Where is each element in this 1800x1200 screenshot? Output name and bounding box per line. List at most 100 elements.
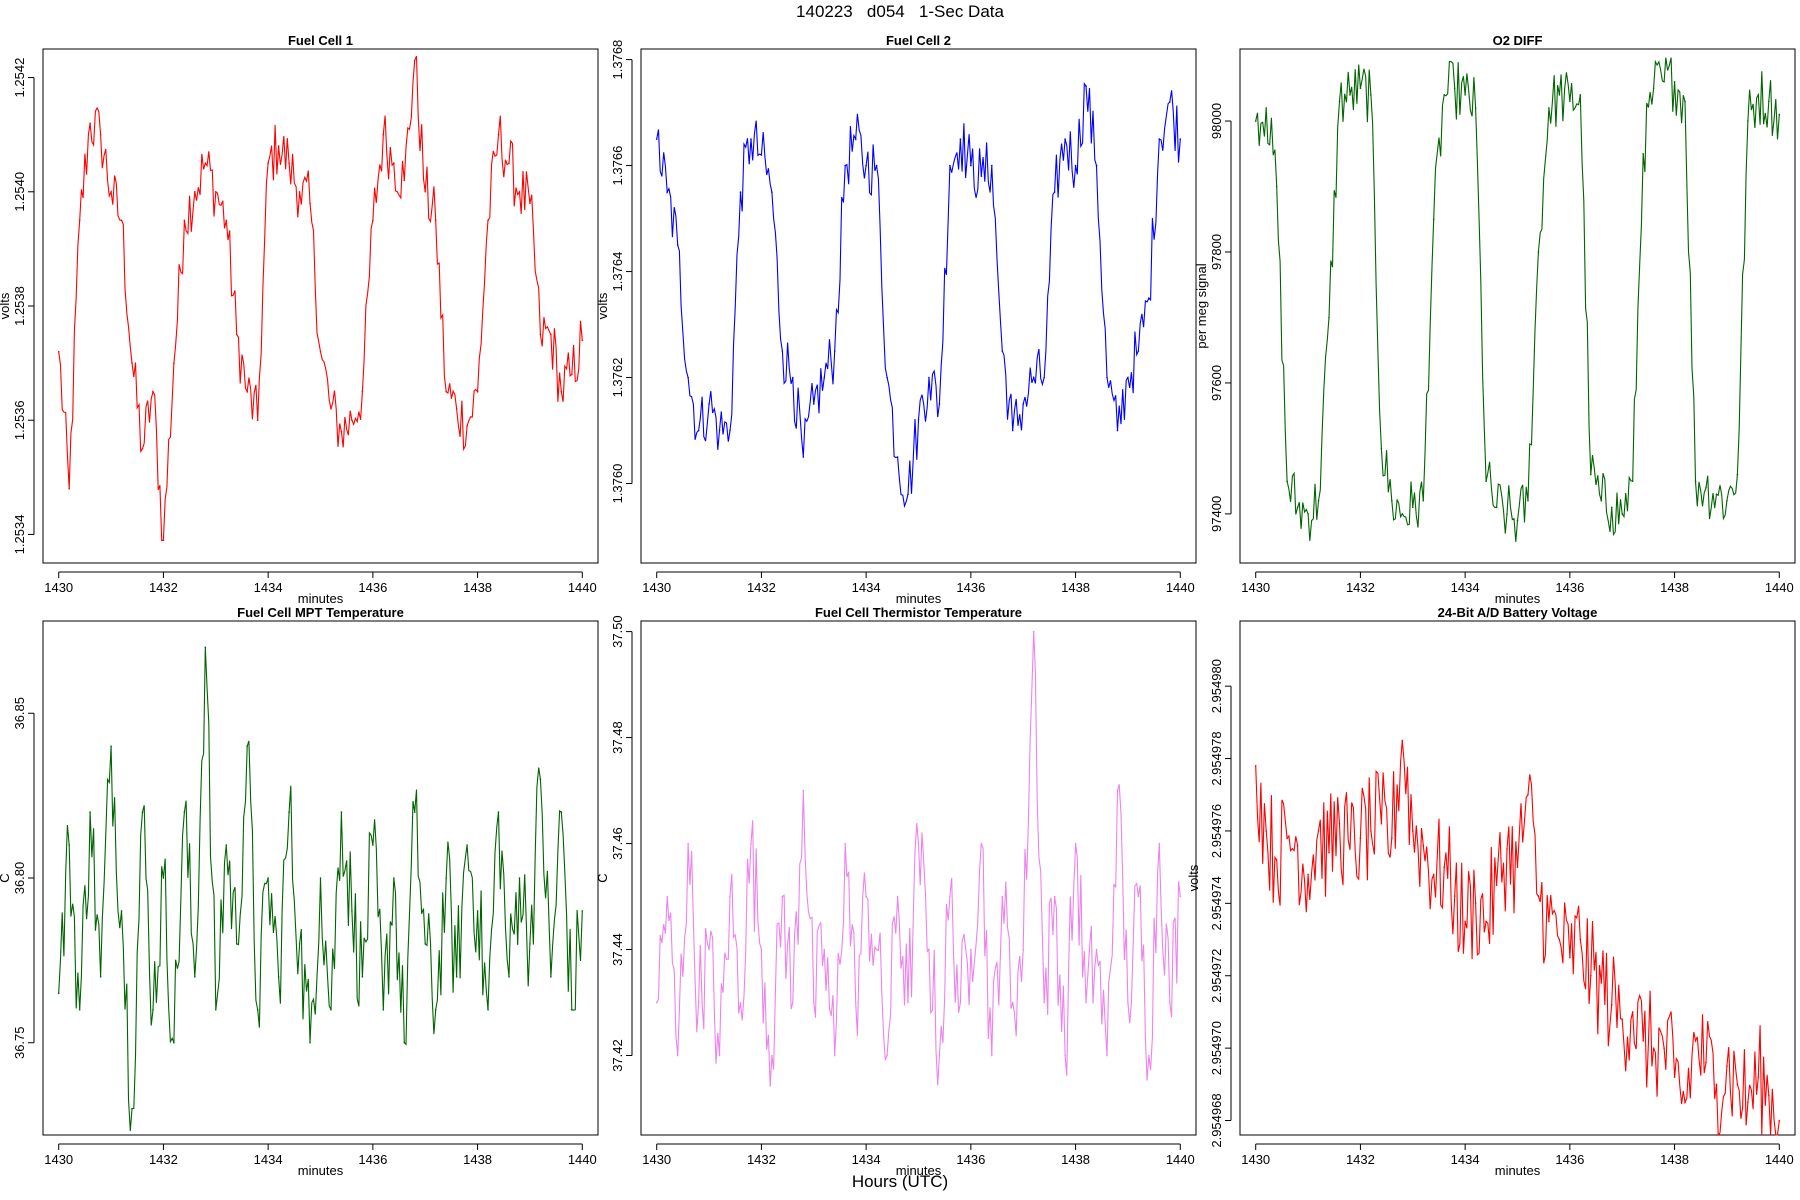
data-point <box>1296 506 1299 509</box>
data-point <box>1432 873 1435 876</box>
data-point <box>319 877 322 879</box>
data-point <box>666 895 668 898</box>
y-tick-label: 36.80 <box>12 862 27 895</box>
data-point <box>1663 1047 1665 1049</box>
data-point <box>687 842 689 845</box>
data-point <box>1349 848 1351 850</box>
y-tick-label: 37.48 <box>610 721 625 754</box>
data-point <box>340 430 343 433</box>
data-point <box>1464 94 1466 96</box>
data-point <box>1464 920 1466 923</box>
y-tick-label: 2.954976 <box>1209 804 1224 858</box>
x-tick-label: 1432 <box>1346 580 1375 595</box>
data-point <box>823 948 826 951</box>
data-point <box>1778 113 1781 116</box>
data-point <box>1127 1001 1129 1004</box>
y-tick-label: 97600 <box>1209 365 1224 401</box>
data-point <box>1474 902 1477 905</box>
data-point <box>1179 895 1182 898</box>
data-point <box>99 133 102 136</box>
data-point <box>1275 185 1278 188</box>
data-point <box>445 877 447 879</box>
data-point <box>361 976 364 978</box>
data-point <box>529 202 531 204</box>
data-point <box>812 403 815 405</box>
data-point <box>928 376 930 379</box>
data-point <box>1569 100 1571 103</box>
plot-frame <box>1239 620 1796 1136</box>
data-point <box>1317 499 1320 502</box>
x-tick-label: 1436 <box>956 580 985 595</box>
data-point <box>655 138 658 140</box>
data-point <box>676 244 679 246</box>
data-point <box>1106 376 1108 379</box>
data-point <box>729 895 731 898</box>
x-axis-label: minutes <box>1495 1163 1541 1178</box>
data-point <box>529 943 531 945</box>
data-point <box>1768 1094 1770 1096</box>
data-point <box>497 811 500 813</box>
data-point <box>792 1001 794 1004</box>
data-point <box>372 844 374 846</box>
data-point <box>781 350 784 352</box>
series-line <box>58 647 583 1131</box>
data-point <box>1684 100 1686 103</box>
x-tick-label: 1430 <box>44 1152 73 1167</box>
data-point <box>1537 251 1540 253</box>
data-point <box>487 1008 489 1011</box>
data-point <box>560 390 563 393</box>
data-point <box>1411 506 1414 509</box>
y-tick-label: 1.2536 <box>12 400 27 440</box>
data-point <box>1443 866 1445 868</box>
data-point <box>980 175 983 177</box>
data-point <box>1275 859 1278 861</box>
data-point <box>194 976 196 978</box>
data-point <box>1064 138 1066 140</box>
data-point <box>1380 447 1383 450</box>
series-line <box>1255 57 1780 542</box>
data-point <box>1338 822 1341 825</box>
data-point <box>1411 830 1414 832</box>
data-point <box>372 219 374 222</box>
x-tick-label: 1430 <box>1241 580 1270 595</box>
data-point <box>99 976 102 978</box>
data-point <box>991 1054 993 1057</box>
data-point <box>162 539 165 541</box>
data-point <box>393 877 395 879</box>
data-point <box>781 895 784 898</box>
data-point <box>1642 1040 1644 1042</box>
data-point <box>361 390 364 393</box>
data-point <box>1116 429 1119 432</box>
data-point <box>1317 830 1320 832</box>
data-point <box>403 179 406 182</box>
data-point <box>1485 480 1487 482</box>
x-tick-label: 1432 <box>149 1152 178 1167</box>
data-point <box>1158 138 1161 140</box>
x-tick-label: 1434 <box>1451 1152 1480 1167</box>
data-point <box>162 877 165 879</box>
chart-title: O2 DIFF <box>1493 33 1543 48</box>
data-point <box>131 362 133 364</box>
data-point <box>833 350 836 352</box>
plot-frame <box>640 48 1197 564</box>
data-point <box>1032 376 1035 379</box>
data-point <box>393 162 395 165</box>
data-point <box>539 333 542 336</box>
y-tick-label: 97400 <box>1209 496 1224 532</box>
data-point <box>1338 100 1341 103</box>
data-point <box>1391 837 1393 839</box>
data-point <box>1736 1083 1739 1086</box>
data-point <box>319 350 322 353</box>
data-point <box>896 895 899 898</box>
x-tick-label: 1436 <box>1555 1152 1584 1167</box>
data-point <box>1179 138 1182 140</box>
x-tick-label: 1436 <box>358 1152 387 1167</box>
data-point <box>1726 1065 1728 1068</box>
data-point <box>1053 895 1056 898</box>
x-tick-label: 1436 <box>358 580 387 595</box>
data-point <box>1558 938 1561 941</box>
data-point <box>1527 499 1529 502</box>
y-axis-label: volts <box>1186 864 1201 891</box>
data-point <box>1011 429 1014 432</box>
data-point <box>1548 920 1550 923</box>
